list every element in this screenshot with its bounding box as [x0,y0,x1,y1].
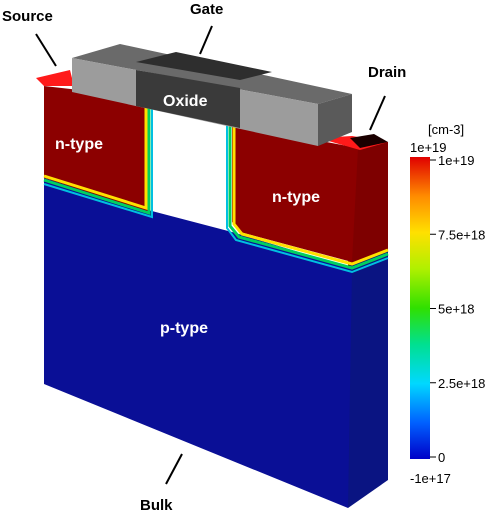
drain-side-face [348,142,388,266]
drain-top-cap [350,134,388,148]
colorbar-top-label: 1e+19 [410,140,447,155]
colorbar-unit: [cm-3] [428,122,464,137]
bulk-leader [165,453,183,485]
p-body-label: p-type [160,320,208,337]
drain-n-region [232,124,358,262]
drain-junction [232,124,389,266]
gate-metal-top [136,52,272,80]
source-n-region [44,86,150,212]
colorbar-bottom-label: -1e+17 [410,471,451,486]
oxide-label: Oxide [163,93,208,110]
source-junction [43,104,148,211]
drain-junction-cyan [226,124,389,274]
colorbar-tick-label: 2.5e+18 [438,376,485,391]
source-top-surface [36,70,74,86]
colorbar-ticks: 1e+19 7.5e+18 5e+18 2.5e+18 0 [430,153,485,465]
gate-leader [199,25,213,55]
source-callout: Source [2,8,53,25]
bulk-callout: Bulk [140,497,173,513]
drain-leader [369,95,386,131]
colorbar-tick-label: 1e+19 [438,153,475,168]
bulk-side-face [348,250,388,508]
colorbar-tick-label: 5e+18 [438,302,475,317]
drain-callout: Drain [368,64,406,81]
gate-callout: Gate [190,1,223,18]
drain-region-label: n-type [272,189,320,206]
source-junction-cyan [43,104,153,219]
drain-junction-green [228,124,389,270]
colorbar [410,157,430,459]
colorbar-tick-label: 7.5e+18 [438,227,485,242]
colorbar-tick-label: 0 [438,450,445,465]
oxide-side-face [318,94,352,146]
gate-metal-front [136,70,240,128]
source-junction-green [43,104,151,216]
source-leader [35,33,57,67]
p-type-body [44,178,352,508]
source-region-label: n-type [55,136,103,153]
